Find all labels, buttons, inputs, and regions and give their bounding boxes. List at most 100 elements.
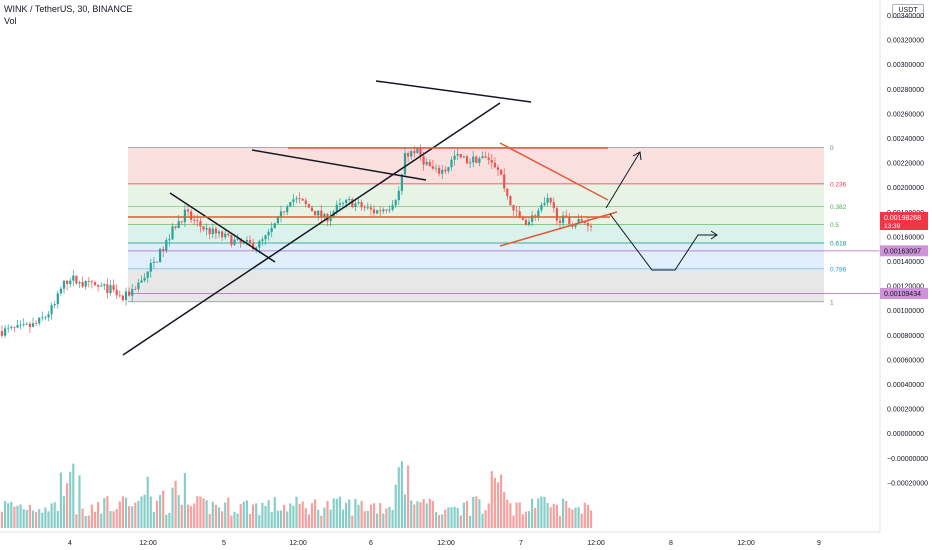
volume-bar [487, 503, 490, 528]
candle-body [379, 210, 382, 212]
candle-body [44, 317, 47, 319]
candle-body [407, 153, 410, 157]
volume-bar [221, 511, 224, 528]
candle-body [537, 210, 540, 218]
fib-zone [128, 242, 824, 269]
volume-bar [261, 502, 264, 528]
volume-bar [413, 504, 416, 528]
candle-body [425, 161, 428, 165]
volume-bar [112, 511, 115, 528]
candle-body [174, 226, 177, 228]
candle-body [224, 233, 227, 238]
indicator-label: Vol [4, 16, 17, 26]
candle-body [475, 156, 478, 163]
volume-bar [276, 510, 279, 528]
candle-body [227, 233, 230, 236]
candle-body [413, 151, 416, 154]
volume-bar [310, 503, 314, 528]
candle-body [118, 295, 121, 297]
volume-bar [481, 513, 484, 528]
volume-bar [518, 502, 521, 528]
volume-bar [490, 471, 493, 528]
time-tick-label: 6 [369, 540, 373, 547]
volume-bar [583, 502, 586, 528]
candle-body [372, 209, 376, 214]
candle-body [580, 219, 583, 221]
candle-body [543, 202, 546, 205]
volume-bar [320, 515, 323, 528]
volume-bar [146, 476, 149, 528]
volume-bar [69, 471, 72, 528]
candle-body [152, 261, 155, 263]
current-price-box [880, 212, 928, 230]
candle-body [112, 285, 115, 290]
volume-bar [165, 514, 168, 528]
candle-body [289, 202, 292, 207]
candle-body [428, 161, 431, 167]
candle-body [199, 221, 202, 227]
candle-body [261, 239, 264, 242]
volume-bar [394, 484, 397, 528]
candle-body [301, 198, 304, 201]
candle-body [568, 217, 571, 225]
volume-bar [35, 512, 38, 528]
volume-bar [239, 504, 242, 528]
candle-body [41, 317, 44, 319]
price-tick-label: 0.00240000 [887, 136, 924, 143]
volume-bar [509, 503, 512, 528]
volume-bar [301, 501, 304, 528]
volume-bar [245, 500, 248, 528]
volume-bar [586, 504, 589, 528]
volume-bar [19, 504, 22, 528]
candle-body [320, 210, 323, 218]
volume-bar [128, 506, 131, 528]
volume-bar [515, 502, 518, 528]
candle-body [186, 209, 190, 212]
candle-body [115, 289, 118, 296]
candle-body [28, 323, 31, 327]
price-tick-label: 0.00260000 [887, 111, 924, 118]
currency-button[interactable]: USDT [892, 4, 924, 18]
volume-bar [565, 500, 568, 528]
candle-body [397, 190, 400, 201]
volume-bar [248, 513, 252, 528]
candle-body [484, 156, 487, 158]
candle-body [295, 198, 298, 200]
price-tick-label: 0.00300000 [887, 62, 924, 69]
price-tick-label: 0.00140000 [887, 259, 924, 266]
volume-bar [292, 505, 295, 528]
candle-body [270, 228, 273, 232]
volume-bar [196, 496, 199, 528]
volume-bar [574, 507, 577, 528]
candle-body [69, 280, 72, 284]
volume-bar [549, 507, 552, 528]
volume-bar [121, 496, 124, 528]
volume-bar [193, 503, 196, 528]
fib-level-label: 0.236 [830, 181, 847, 188]
volume-bar [78, 475, 81, 528]
price-tick-label: 0.00000000 [887, 431, 924, 438]
volume-bar [298, 503, 301, 528]
candle-body [50, 305, 53, 315]
candle-body [453, 155, 456, 160]
volume-bar [577, 507, 580, 528]
volume-bar [527, 511, 531, 528]
volume-bar [25, 510, 28, 528]
volume-bar [72, 463, 75, 528]
volume-bar [97, 501, 100, 528]
level-price-label: 0.00163097 [880, 245, 928, 257]
candle-body [546, 197, 549, 203]
volume-bar [31, 510, 35, 528]
candle-body [100, 285, 103, 287]
candle-body [109, 285, 112, 294]
volume-bar [75, 514, 78, 528]
volume-bar [53, 502, 56, 528]
fib-zone [128, 147, 824, 184]
volume-bar [236, 513, 239, 528]
volume-bar [558, 515, 562, 528]
volume-bar [134, 502, 137, 528]
candle-body [196, 220, 199, 222]
candle-body [487, 157, 490, 160]
candle-body [531, 215, 534, 222]
